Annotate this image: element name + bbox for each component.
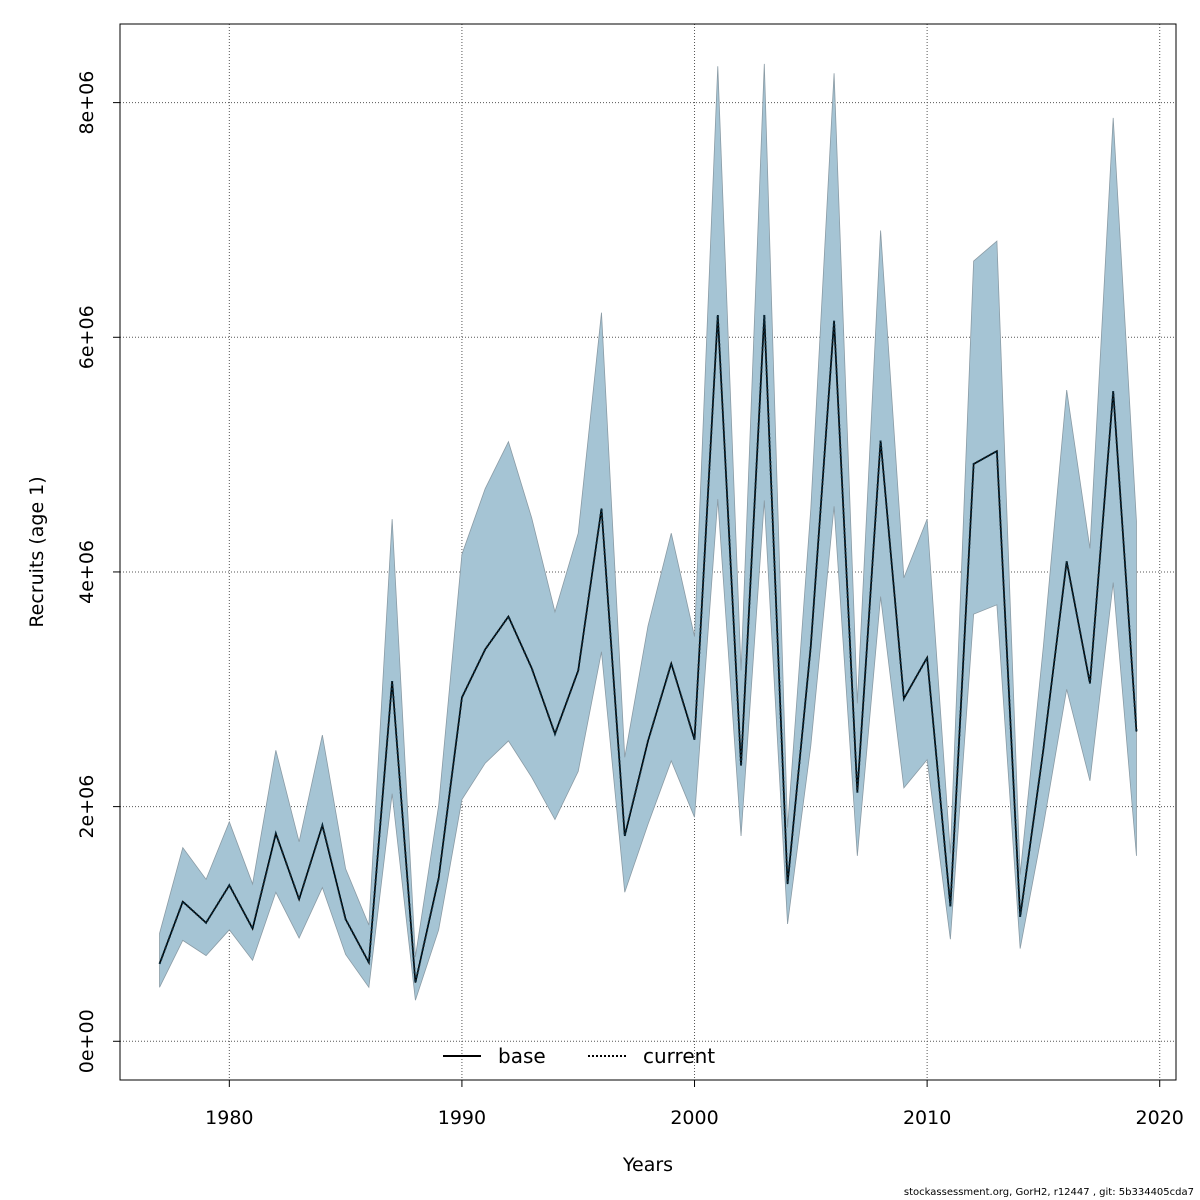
x-tick-label-1990: 1990: [438, 1107, 486, 1129]
plot-frame: [119, 23, 1177, 1081]
y-axis-title: Recruits (age 1): [26, 476, 48, 627]
footer-credit: stockassessment.org, GorH2, r12447 , git…: [903, 1187, 1194, 1198]
x-tick-label-2020: 2020: [1136, 1107, 1184, 1129]
y-tick-label-2e+06: 2e+06: [76, 775, 98, 839]
y-axis: 0e+00 2e+06 4e+06 6e+06 8e+06: [76, 71, 121, 1073]
y-tick-label-8e+06: 8e+06: [76, 71, 98, 135]
series-line-current: [158, 314, 1138, 983]
y-tick-label-4e+06: 4e+06: [76, 540, 98, 604]
x-axis-title: Years: [622, 1154, 673, 1176]
x-tick-label-1980: 1980: [205, 1107, 253, 1129]
legend: base current: [443, 1044, 715, 1068]
x-tick-label-2000: 2000: [670, 1107, 718, 1129]
grid-lines: [120, 24, 1176, 1080]
y-tick-label-6e+06: 6e+06: [76, 305, 98, 369]
y-tick-label-0e+00: 0e+00: [76, 1009, 98, 1073]
x-tick-label-2010: 2010: [903, 1107, 951, 1129]
legend-base-label: base: [498, 1044, 546, 1068]
legend-current-label: current: [643, 1044, 715, 1068]
series-lines: [158, 314, 1138, 983]
x-axis: 1980 1990 2000 2010 2020: [205, 1079, 1184, 1129]
confidence-band-area: [159, 63, 1137, 1001]
confidence-band: [159, 63, 1137, 1001]
